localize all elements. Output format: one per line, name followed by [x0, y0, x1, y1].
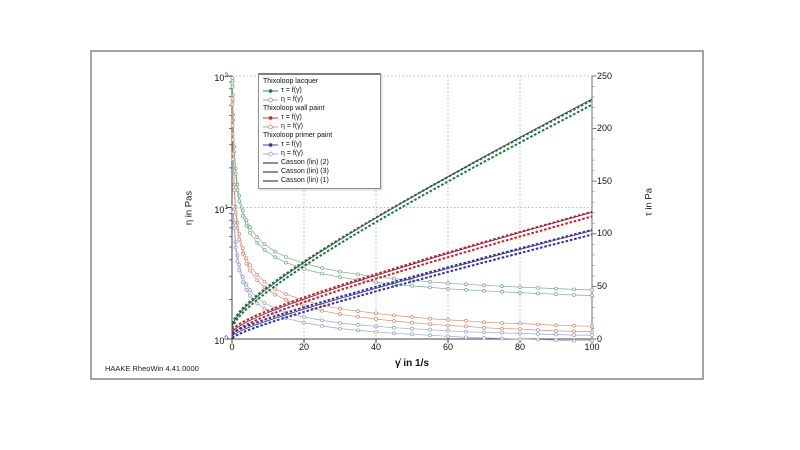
series-casson-1 [231, 230, 593, 337]
legend-swatch-line-icon [263, 170, 278, 173]
legend-header: Thixoloop primer paint [263, 131, 377, 140]
series-primer-tau [231, 228, 593, 339]
x-tick-label: 40 [370, 342, 381, 352]
legend-label: η = f(γ̇) [281, 150, 303, 157]
legend-label: Casson (lin) (1) [281, 177, 329, 184]
legend-header: Thixoloop lacquer [263, 77, 377, 86]
right-tick-label: 250 [597, 70, 613, 81]
left-tick-label: 101 [214, 203, 228, 215]
series-lacquer-tau [231, 99, 593, 329]
legend-label: Casson (lin) (2) [281, 159, 329, 166]
series-casson-2 [231, 98, 593, 326]
x-tick-label: 20 [298, 342, 309, 352]
legend-item: τ = f(γ̇) [263, 86, 377, 95]
legend-swatch-square-icon [263, 115, 278, 120]
right-tick-label: 200 [597, 123, 613, 134]
right-axis-title: τ in Pa [643, 187, 655, 217]
left-tick-label: 102 [214, 72, 228, 83]
legend-item: η = f(γ̇) [263, 95, 377, 104]
legend-header: Thixoloop wall paint [263, 104, 377, 113]
legend-label: Casson (lin) (3) [281, 168, 329, 175]
legend-swatch-circle-icon [263, 97, 278, 102]
legend-item: τ = f(γ̇) [263, 140, 377, 149]
legend-item: η = f(γ̇) [263, 149, 377, 158]
legend-swatch-line-icon [263, 179, 278, 182]
legend-item: Casson (lin) (2) [263, 158, 377, 167]
x-tick-label: 100 [584, 342, 600, 352]
legend-label: Thixoloop lacquer [263, 78, 319, 85]
legend-label: η = f(γ̇) [281, 123, 303, 130]
right-tick-label: 0 [597, 333, 603, 344]
left-axis-title: η in Pas [183, 190, 195, 226]
series-primer-eta [231, 204, 594, 343]
left-tick-label: 100 [214, 335, 228, 346]
x-tick-label: 60 [442, 342, 453, 352]
legend-item: τ = f(γ̇) [263, 113, 377, 122]
legend-swatch-circle-icon [263, 151, 278, 156]
right-tick-label: 100 [597, 228, 613, 239]
legend-item: Casson (lin) (1) [263, 176, 377, 185]
legend-label: τ = f(γ̇) [281, 141, 302, 148]
rheowin-chart-window: 0 20 40 60 80 100 100 101 102 0 50 100 150 200 250 η i… [90, 50, 704, 380]
legend-label: η = f(γ̇) [281, 96, 303, 103]
legend-label: τ = f(γ̇) [281, 114, 302, 121]
right-tick-label: 150 [597, 175, 613, 186]
app-version-label: HAAKE RheoWin 4.41.0000 [105, 364, 199, 373]
x-tick-label: 0 [229, 342, 235, 352]
legend-swatch-line-icon [263, 161, 278, 164]
legend-label: τ = f(γ̇) [281, 87, 302, 94]
legend-swatch-square-icon [263, 142, 278, 147]
legend-item: Casson (lin) (3) [263, 167, 377, 176]
flow-curve-plot [227, 75, 597, 343]
x-axis-title: γ̇ in 1/s [395, 358, 429, 369]
series-casson-3 [231, 211, 593, 333]
right-tick-label: 50 [597, 280, 608, 291]
legend-label: Thixoloop primer paint [263, 132, 333, 139]
legend-item: η = f(γ̇) [263, 122, 377, 131]
legend-label: Thixoloop wall paint [263, 105, 325, 112]
legend-swatch-square-icon [263, 88, 278, 93]
legend-swatch-circle-icon [263, 124, 278, 129]
x-tick-label: 80 [514, 342, 525, 352]
chart-legend: Thixoloop lacquer τ = f(γ̇) η = f(γ̇) Thixo… [258, 73, 381, 189]
